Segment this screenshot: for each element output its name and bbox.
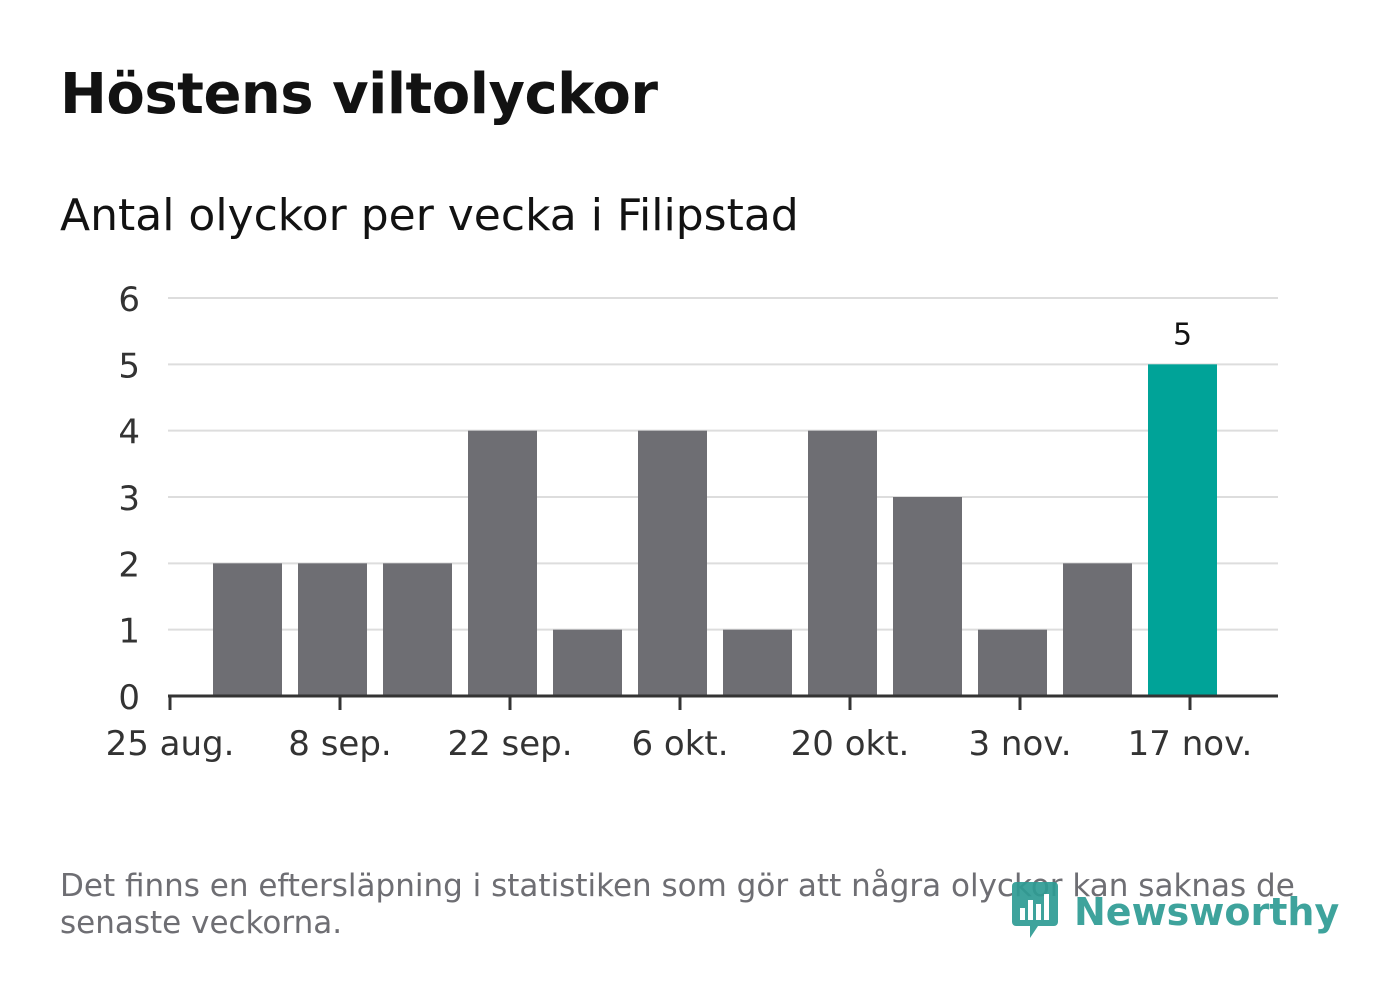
- bar: [1063, 563, 1132, 696]
- chart-title: Höstens viltolyckor: [60, 62, 658, 127]
- chart-subtitle: Antal olyckor per vecka i Filipstad: [60, 190, 799, 241]
- newsworthy-logo-icon: [1010, 878, 1060, 946]
- y-tick-label: 6: [118, 280, 140, 320]
- x-tick-label: 20 okt.: [791, 724, 910, 764]
- x-tick-label: 22 sep.: [447, 724, 572, 764]
- newsworthy-logo: Newsworthy: [1010, 878, 1339, 946]
- bar: [638, 430, 707, 696]
- y-tick-label: 1: [118, 612, 140, 652]
- x-tick-label: 17 nov.: [1128, 724, 1253, 764]
- bar: [553, 629, 622, 696]
- bar: [383, 563, 452, 696]
- x-tick-label: 25 aug.: [106, 724, 235, 764]
- y-tick-label: 4: [118, 413, 140, 453]
- x-axis-ticks: 25 aug. 8 sep. 22 sep. 6 okt. 20 okt. 3 nov. 1…: [106, 696, 1253, 764]
- x-tick-label: 3 nov.: [968, 724, 1071, 764]
- bar: [213, 563, 282, 696]
- y-tick-label: 2: [118, 545, 140, 585]
- y-tick-label: 3: [118, 479, 140, 519]
- bar: [893, 497, 962, 696]
- x-tick-label: 8 sep.: [288, 724, 391, 764]
- bar: [1148, 364, 1217, 696]
- data-labels: 5: [1173, 317, 1192, 352]
- x-tick-label: 6 okt.: [631, 724, 728, 764]
- bar: [808, 430, 877, 696]
- y-tick-label: 5: [118, 346, 140, 386]
- bar: [468, 430, 537, 696]
- bar: [978, 629, 1047, 696]
- y-tick-label: 0: [118, 678, 140, 718]
- y-axis-ticks: 0 1 2 3 4 5 6: [118, 280, 140, 718]
- data-label: 5: [1173, 317, 1192, 352]
- bar: [298, 563, 367, 696]
- newsworthy-logo-text: Newsworthy: [1074, 890, 1340, 934]
- bars: [213, 364, 1217, 696]
- bar: [723, 629, 792, 696]
- footnote: Det finns en eftersläpning i statistiken…: [60, 868, 1295, 941]
